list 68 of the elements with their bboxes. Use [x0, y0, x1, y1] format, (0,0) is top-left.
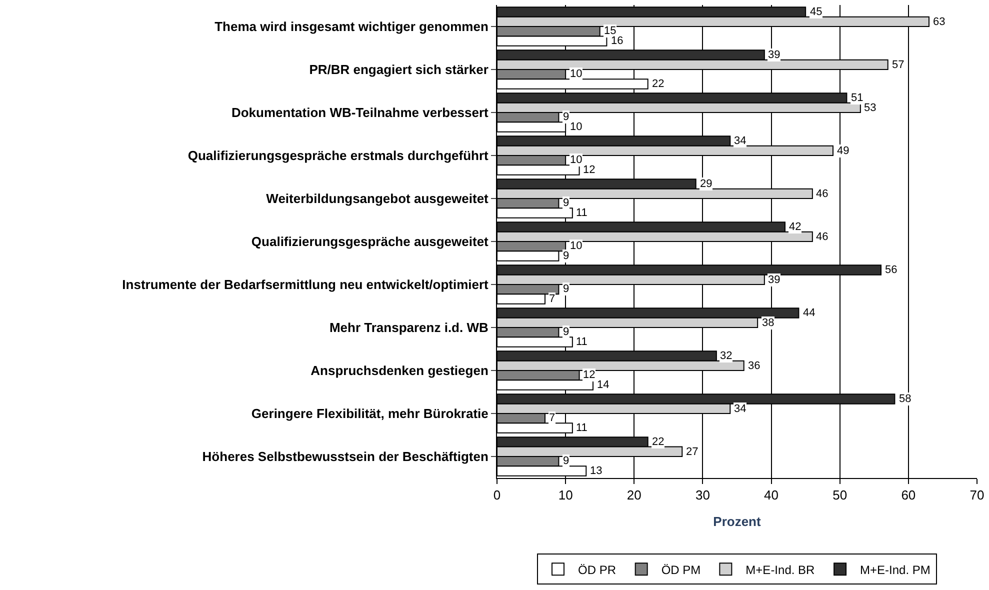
data-label: 9	[563, 111, 570, 123]
data-label: 32	[720, 350, 732, 362]
x-axis-title: Prozent	[713, 514, 762, 530]
data-label: 63	[933, 16, 946, 28]
legend-label: M+E-Ind. PM	[860, 562, 930, 577]
data-label: 16	[611, 35, 624, 47]
data-label: 7	[549, 412, 556, 424]
data-label: 9	[563, 250, 570, 262]
data-label: 11	[576, 207, 588, 219]
y-tick-label: Anspruchsdenken gestiegen	[310, 363, 488, 378]
y-tick-label: Qualifizierungsgespräche erstmals durchgeführt	[188, 148, 490, 164]
data-label: 9	[563, 455, 570, 467]
x-tick-label: 70	[970, 488, 984, 503]
x-tick-label: 50	[832, 488, 848, 503]
data-label: 46	[816, 231, 828, 243]
y-tick-label: Weiterbildungsangebot ausgeweitet	[266, 191, 490, 206]
data-label: 27	[686, 446, 698, 458]
data-label: 49	[837, 145, 850, 157]
data-label: 34	[734, 403, 746, 415]
data-label: 10	[570, 68, 582, 80]
data-label: 51	[851, 92, 864, 104]
data-label: 57	[892, 59, 904, 71]
data-label: 13	[590, 465, 602, 477]
data-label: 11	[576, 336, 588, 348]
x-tick-label: 60	[901, 488, 916, 503]
y-tick-label: Geringere Flexibilität, mehr Bürokratie	[251, 406, 488, 422]
data-label: 36	[748, 360, 760, 372]
x-tick-label: 40	[764, 488, 779, 503]
data-label: 10	[570, 240, 582, 252]
y-tick-label: Qualifizierungsgespräche ausgeweitet	[251, 234, 490, 250]
data-label: 29	[700, 178, 712, 190]
data-label: 39	[768, 49, 780, 61]
data-label: 9	[563, 283, 570, 295]
data-label: 11	[576, 422, 588, 434]
legend-label: ÖD PR	[578, 562, 616, 577]
data-label: 12	[583, 164, 596, 176]
data-label: 34	[734, 135, 746, 147]
y-tick-label: Höheres Selbstbewusstsein der Beschäftigten	[202, 449, 488, 464]
y-tick-label: Instrumente der Bedarfsermittlung neu entwickelt/optimiert	[122, 277, 490, 292]
x-tick-label: 20	[626, 488, 642, 503]
data-label: 58	[899, 393, 912, 405]
data-label: 46	[816, 188, 828, 200]
data-label: 9	[563, 197, 570, 209]
data-label: 10	[570, 154, 582, 166]
data-label: 12	[583, 369, 596, 381]
data-label: 22	[652, 78, 664, 90]
x-tick-label: 30	[695, 488, 710, 503]
data-label: 22	[652, 436, 664, 448]
data-label: 56	[885, 264, 898, 276]
legend-label: ÖD PM	[661, 562, 701, 577]
data-label: 14	[597, 379, 610, 391]
data-label: 44	[803, 307, 816, 319]
data-label: 42	[789, 221, 802, 233]
x-tick-label: 0	[493, 488, 501, 503]
x-tick-label: 10	[558, 488, 573, 503]
y-tick-label: Thema wird insgesamt wichtiger genommen	[214, 19, 488, 34]
data-label: 15	[604, 25, 616, 37]
y-tick-label: Dokumentation WB-Teilnahme verbessert	[231, 105, 490, 120]
data-label: 38	[762, 317, 774, 329]
y-tick-label: PR/BR engagiert sich stärker	[309, 62, 488, 78]
data-label: 10	[570, 121, 582, 133]
data-label: 45	[810, 6, 822, 18]
data-label: 53	[864, 102, 876, 114]
y-tick-label: Mehr Transparenz i.d. WB	[329, 320, 488, 336]
legend-label: M+E-Ind. BR	[746, 562, 816, 577]
data-label: 39	[768, 274, 780, 286]
data-label: 9	[563, 326, 570, 338]
data-label: 7	[549, 293, 556, 305]
